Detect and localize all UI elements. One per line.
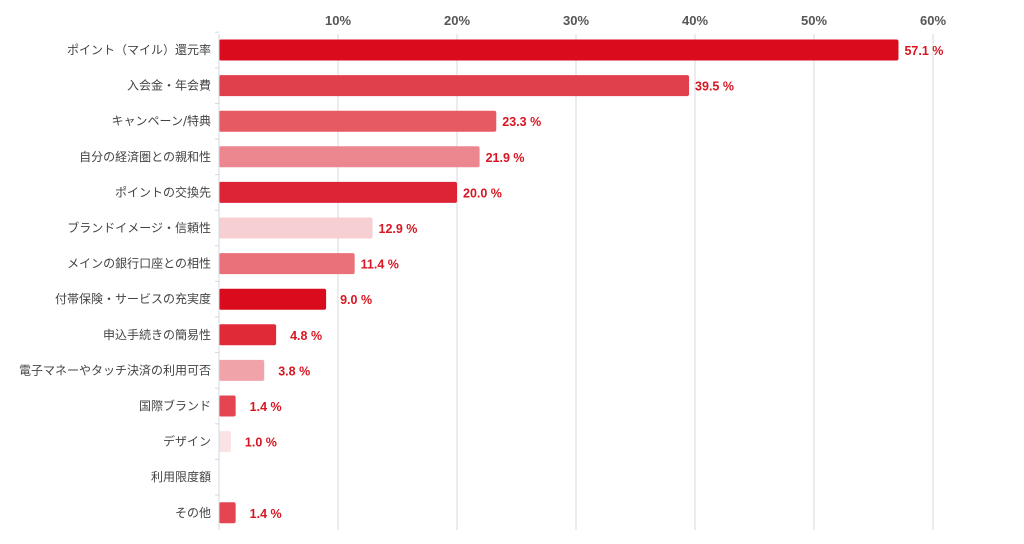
x-tick-label: 60%: [920, 13, 946, 28]
x-tick-label: 20%: [444, 13, 470, 28]
category-label: ポイントの交換先: [115, 184, 211, 199]
category-label: 自分の経済圏との親和性: [79, 149, 211, 164]
value-labels: 57.1 % 39.5 % 23.3 % 21.9 % 20.0 % 12.9 % 11.4…: [245, 44, 944, 521]
bar: [219, 288, 327, 310]
category-label: ブランドイメージ・信頼性: [67, 220, 211, 235]
value-label: 21.9 %: [486, 151, 525, 165]
value-label: 9.0 %: [340, 293, 372, 307]
category-label: キャンペーン/特典: [112, 113, 211, 128]
value-label: 57.1 %: [904, 44, 943, 58]
gridlines: [215, 31, 934, 530]
value-label: 1.4 %: [250, 507, 282, 521]
x-tick-label: 50%: [801, 13, 827, 28]
category-label: 利用限度額: [151, 469, 211, 484]
value-label: 12.9 %: [379, 222, 418, 236]
category-label: 付帯保険・サービスの充実度: [55, 291, 211, 306]
value-label: 20.0 %: [463, 186, 502, 200]
category-label: ポイント（マイル）還元率: [67, 42, 211, 57]
bar: [219, 217, 373, 239]
bar: [219, 146, 480, 168]
value-label: 4.8 %: [290, 329, 322, 343]
bar: [219, 431, 231, 453]
category-label: 申込手続きの簡易性: [103, 327, 211, 342]
bar: [219, 359, 265, 381]
bar: [219, 253, 355, 275]
bar: [219, 502, 236, 524]
category-label: 電子マネーやタッチ決済の利用可否: [19, 362, 211, 377]
x-axis-ticks: 10% 20% 30% 40% 50% 60%: [325, 13, 946, 28]
category-label: 入会金・年会費: [127, 78, 211, 93]
bar: [219, 110, 497, 132]
value-label: 39.5 %: [695, 80, 734, 94]
x-tick-label: 30%: [563, 13, 589, 28]
bar: [219, 75, 690, 97]
bar: [219, 395, 236, 417]
category-labels: ポイント（マイル）還元率入会金・年会費キャンペーン/特典自分の経済圏との親和性ポ…: [19, 42, 211, 520]
bar: [219, 324, 277, 346]
value-label: 1.0 %: [245, 436, 277, 450]
x-tick-label: 40%: [682, 13, 708, 28]
bar: [219, 39, 899, 61]
value-label: 1.4 %: [250, 400, 282, 414]
bar: [219, 181, 457, 203]
category-label: デザイン: [163, 434, 211, 449]
value-label: 3.8 %: [278, 364, 310, 378]
category-label: その他: [175, 506, 211, 520]
value-label: 23.3 %: [502, 115, 541, 129]
category-label: メインの銀行口座との相性: [67, 256, 211, 271]
x-tick-label: 10%: [325, 13, 351, 28]
value-label: 11.4 %: [361, 258, 399, 272]
category-label: 国際ブランド: [139, 398, 211, 413]
bars: [219, 39, 899, 524]
